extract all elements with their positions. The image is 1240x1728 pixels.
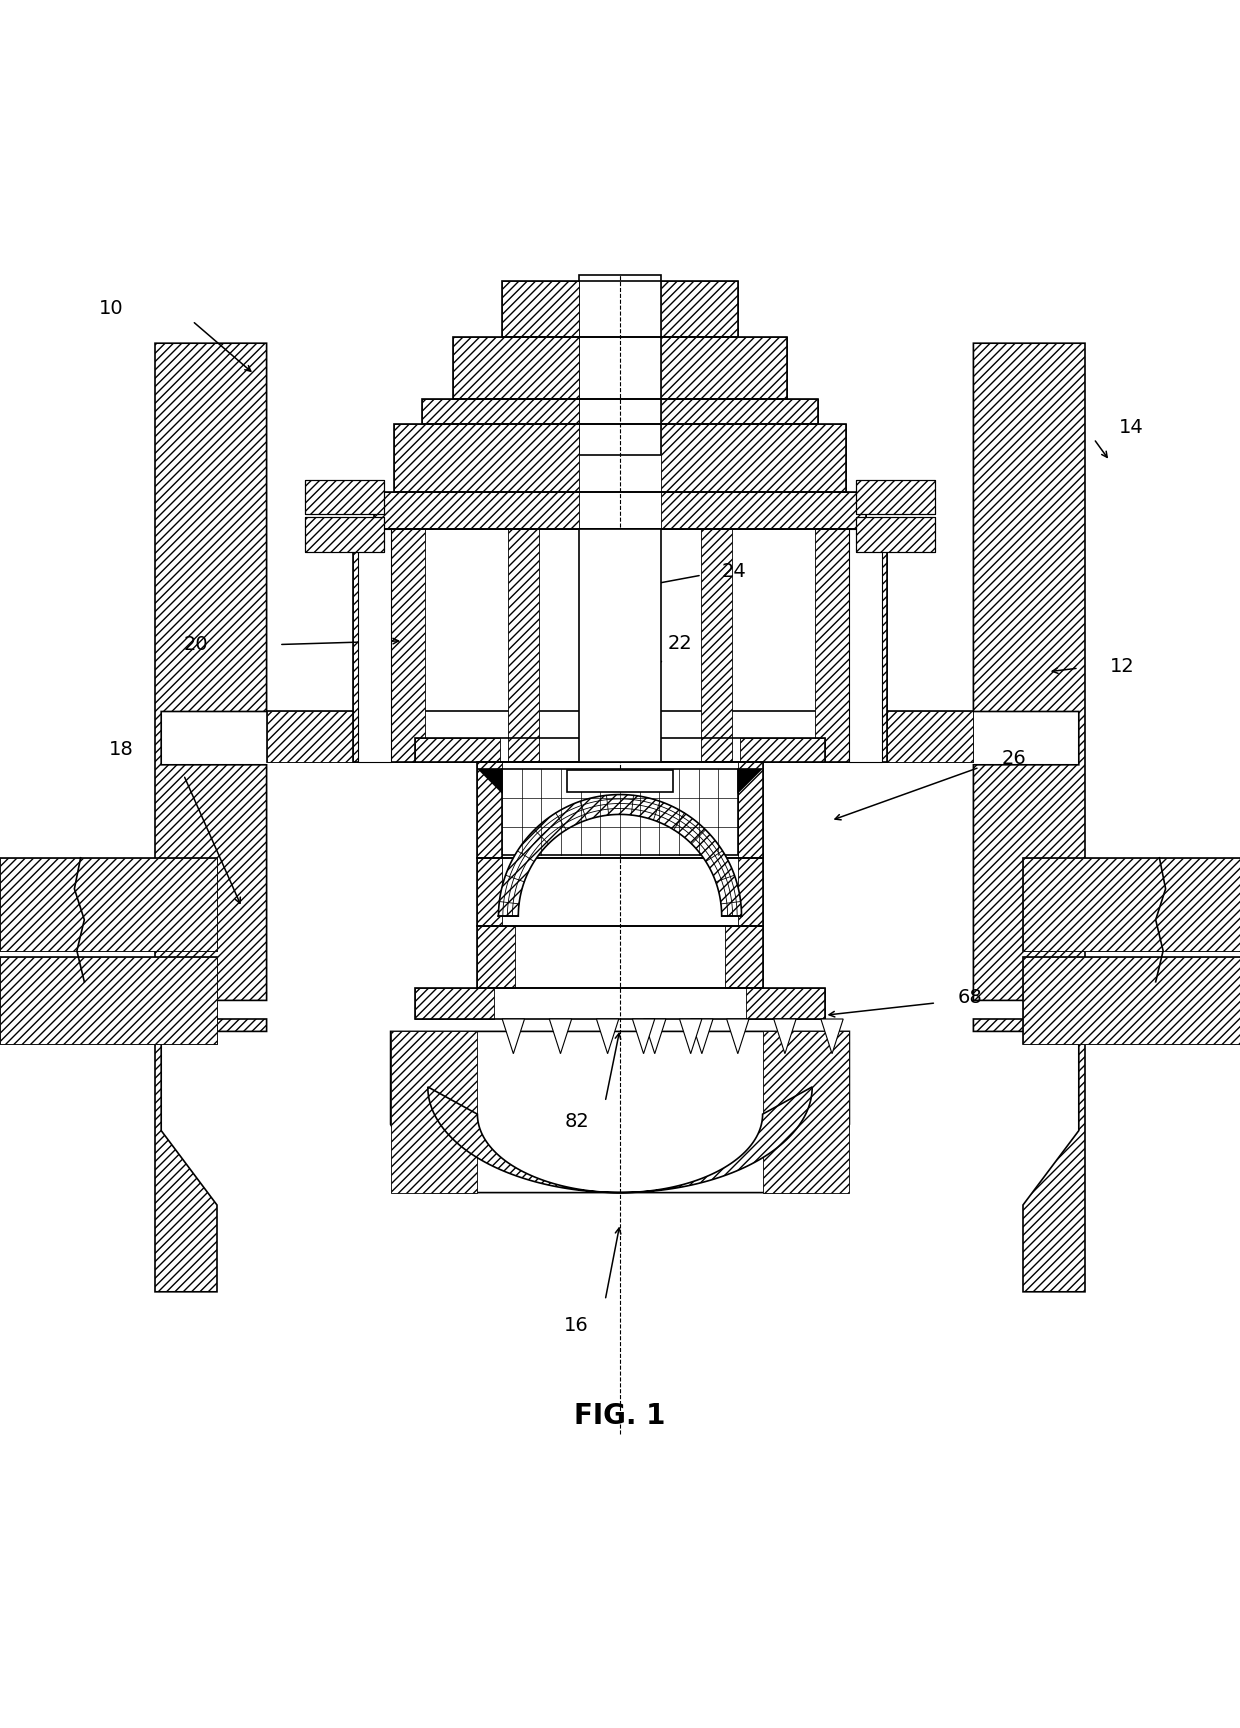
Polygon shape — [680, 1020, 702, 1054]
Bar — [738, 762, 763, 857]
Text: 10: 10 — [99, 299, 124, 318]
Bar — [415, 988, 494, 1020]
Polygon shape — [0, 957, 217, 1044]
Bar — [267, 712, 415, 762]
Polygon shape — [549, 1020, 572, 1054]
Bar — [746, 988, 825, 1020]
Bar — [1023, 957, 1240, 1044]
Bar — [477, 857, 502, 926]
Bar — [415, 738, 825, 762]
Polygon shape — [0, 857, 217, 950]
Bar — [661, 282, 738, 337]
Polygon shape — [498, 795, 742, 916]
Polygon shape — [596, 1020, 619, 1054]
Bar — [422, 399, 818, 423]
Bar — [422, 399, 579, 423]
Text: FIG. 1: FIG. 1 — [574, 1401, 666, 1429]
Polygon shape — [821, 1020, 843, 1054]
Bar — [763, 1032, 849, 1192]
Bar — [740, 738, 825, 762]
Bar — [477, 926, 515, 988]
Polygon shape — [267, 712, 973, 762]
Polygon shape — [632, 1020, 655, 1054]
Bar — [661, 492, 866, 529]
Bar — [502, 769, 738, 855]
Bar — [477, 926, 763, 988]
Bar — [661, 337, 787, 399]
Bar — [502, 282, 579, 337]
Bar — [305, 517, 384, 551]
Text: 18: 18 — [109, 740, 134, 759]
Bar — [738, 857, 763, 926]
Bar — [477, 857, 763, 926]
Polygon shape — [391, 1032, 849, 1192]
Bar — [415, 988, 825, 1020]
Bar — [856, 480, 935, 515]
Bar — [391, 1032, 477, 1192]
Bar — [305, 480, 384, 515]
Bar — [502, 282, 738, 337]
Bar — [725, 926, 763, 988]
Bar — [579, 529, 661, 762]
Bar — [856, 480, 935, 515]
Bar — [1023, 857, 1240, 950]
Polygon shape — [691, 1020, 713, 1054]
Bar — [394, 423, 579, 492]
Bar — [415, 738, 500, 762]
Polygon shape — [428, 1087, 812, 1192]
Bar — [453, 337, 787, 399]
Polygon shape — [502, 1020, 525, 1054]
Bar — [477, 762, 763, 857]
Bar — [825, 712, 973, 762]
Text: 22: 22 — [667, 634, 692, 653]
Text: 26: 26 — [1002, 750, 1027, 769]
Bar — [453, 337, 579, 399]
Bar — [305, 517, 384, 551]
Polygon shape — [973, 344, 1085, 1293]
Text: 68: 68 — [957, 988, 982, 1007]
Bar — [815, 529, 887, 762]
Text: 20: 20 — [184, 634, 208, 653]
Bar — [849, 529, 882, 762]
Bar — [394, 423, 846, 492]
Bar — [353, 529, 887, 762]
Bar — [477, 762, 502, 857]
Bar — [508, 529, 539, 762]
Bar — [353, 529, 425, 762]
Bar — [661, 399, 818, 423]
Bar — [661, 423, 846, 492]
Polygon shape — [477, 769, 502, 793]
Polygon shape — [774, 1020, 796, 1054]
Text: 12: 12 — [1110, 657, 1135, 676]
Polygon shape — [1023, 957, 1240, 1044]
Bar — [856, 517, 935, 551]
Polygon shape — [738, 769, 763, 793]
Text: 24: 24 — [722, 562, 746, 581]
Bar — [374, 492, 579, 529]
Polygon shape — [644, 1020, 666, 1054]
Bar — [856, 517, 935, 551]
Text: 16: 16 — [564, 1315, 589, 1334]
Text: 82: 82 — [564, 1113, 589, 1132]
Bar — [358, 529, 391, 762]
Bar — [701, 529, 732, 762]
Bar — [0, 857, 217, 950]
Bar — [305, 480, 384, 515]
Bar — [567, 769, 673, 791]
Polygon shape — [1023, 857, 1240, 950]
Text: 14: 14 — [1118, 418, 1143, 437]
Bar — [579, 275, 661, 454]
Bar — [374, 492, 866, 529]
Bar — [0, 957, 217, 1044]
Polygon shape — [155, 344, 267, 1293]
Polygon shape — [727, 1020, 749, 1054]
